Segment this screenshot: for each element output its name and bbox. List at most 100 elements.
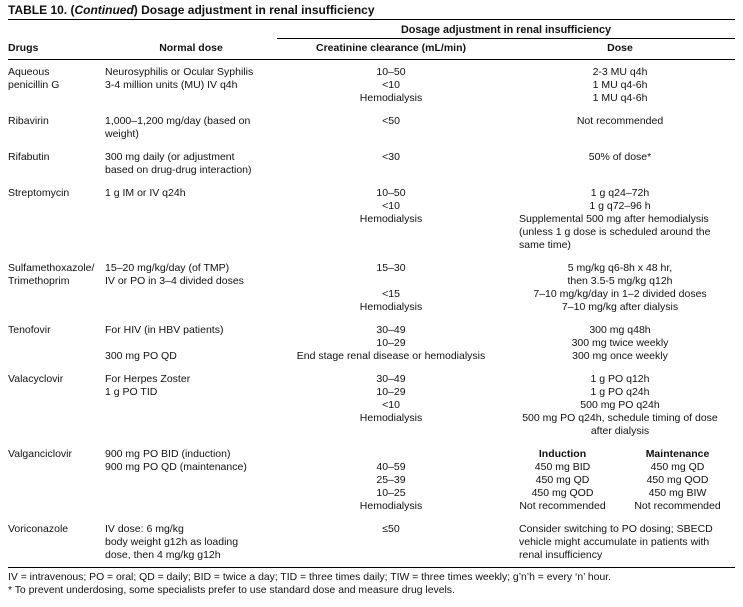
clearance-cell: 10–50 bbox=[376, 187, 406, 199]
clearance-cell: 30–49 bbox=[376, 324, 406, 336]
dose-cell: Supplemental 500 mg after hemodialysis bbox=[519, 213, 709, 225]
table-row: 10–29 300 mg twice weekly bbox=[8, 337, 735, 350]
table-row: Rifabutin 300 mg daily (or adjustment <30 5… bbox=[8, 141, 735, 164]
normal-dose-cell: 300 mg PO QD bbox=[105, 350, 177, 362]
dose-cell: (unless 1 g dose is scheduled around the bbox=[519, 226, 711, 238]
maintenance-value: 450 mg QOD bbox=[646, 474, 709, 486]
dose-cell: 1 MU q4-6h bbox=[592, 92, 648, 104]
table-row: Sulfamethoxazole/15–20 mg/kg/day (of TMP… bbox=[8, 252, 735, 275]
normal-dose-cell: IV or PO in 3–4 divided doses bbox=[105, 275, 244, 287]
normal-dose-cell: 900 mg PO BID (induction) bbox=[105, 448, 231, 460]
normal-dose-cell bbox=[105, 92, 277, 105]
dose-cell: vehicle might accumulate in patients wit… bbox=[519, 536, 710, 548]
normal-dose-cell: Neurosyphilis or Ocular Syphilis bbox=[105, 66, 254, 78]
table-row: body weight g12h as loading vehicle might… bbox=[8, 536, 735, 549]
clearance-cell bbox=[277, 164, 505, 177]
table-row: 900 mg PO QD (maintenance) 40–59 450 mg BI… bbox=[8, 461, 735, 474]
table-row: Streptomycin 1 g IM or IV q24h 10–50 1 g q2… bbox=[8, 177, 735, 200]
normal-dose-cell: 15–20 mg/kg/day (of TMP) bbox=[105, 262, 230, 274]
dose-cell: Consider switching to PO dosing; SBECD bbox=[519, 523, 713, 535]
table-row: <10 1 g q72–96 h bbox=[8, 200, 735, 213]
dose-cell bbox=[505, 128, 735, 141]
induction-value: Not recommended bbox=[519, 500, 606, 512]
clearance-cell: <10 bbox=[382, 79, 400, 91]
clearance-cell: 10–25 bbox=[376, 487, 406, 499]
dose-cell: then 3.5-5 mg/kg q12h bbox=[567, 275, 673, 287]
dose-cell: Induction Maintenance bbox=[505, 438, 735, 461]
normal-dose-cell bbox=[105, 200, 277, 213]
clearance-cell: <10 bbox=[382, 200, 400, 212]
dose-cell: 7–10 mg/kg/day in 1–2 divided doses bbox=[533, 288, 707, 300]
drug-cell bbox=[8, 128, 105, 141]
clearance-cell bbox=[277, 239, 505, 252]
normal-dose-cell: 900 mg PO QD (maintenance) bbox=[105, 461, 247, 473]
dose-cell: 450 mg BID 450 mg QD bbox=[505, 461, 735, 474]
drug-cell bbox=[8, 337, 105, 350]
table-title: TABLE 10. (Continued) Dosage adjustment … bbox=[8, 3, 735, 20]
table-row: Hemodialysis 7–10 mg/kg after dialysis bbox=[8, 301, 735, 314]
clearance-cell: Hemodialysis bbox=[359, 213, 423, 225]
dose-cell: 5 mg/kg q6-8h x 48 hr, bbox=[567, 262, 673, 274]
drug-cell bbox=[8, 461, 105, 474]
clearance-cell: 10–50 bbox=[376, 66, 406, 78]
clearance-cell: 25–39 bbox=[376, 474, 406, 486]
normal-dose-cell: based on drug-drug interaction) bbox=[105, 164, 252, 176]
clearance-cell: Hemodialysis bbox=[359, 92, 423, 104]
table-row: 25–39 450 mg QD 450 mg QOD bbox=[8, 474, 735, 487]
normal-dose-cell: 1 g PO TID bbox=[105, 386, 158, 398]
normal-dose-cell: body weight g12h as loading bbox=[105, 536, 239, 548]
drug-cell bbox=[8, 487, 105, 500]
drug-cell: penicillin G bbox=[8, 79, 60, 91]
normal-dose-cell: 300 mg daily (or adjustment bbox=[105, 151, 235, 163]
table-row: penicillin G 3-4 million units (MU) IV q4… bbox=[8, 79, 735, 92]
drug-cell bbox=[8, 549, 105, 562]
table-row: 1 g PO TID 10–29 1 g PO q24h bbox=[8, 386, 735, 399]
dose-cell: 1 MU q4-6h bbox=[592, 79, 648, 91]
dose-cell: Not recommended Not recommended bbox=[505, 500, 735, 513]
drug-cell bbox=[8, 386, 105, 399]
normal-dose-cell: 1 g IM or IV q24h bbox=[105, 187, 186, 199]
spanner-header: Dosage adjustment in renal insufficiency bbox=[277, 20, 735, 39]
table-row: after dialysis bbox=[8, 425, 735, 438]
dose-pair: 450 mg QOD 450 mg BIW bbox=[505, 487, 735, 500]
drug-cell: Rifabutin bbox=[8, 151, 50, 163]
table-row: Hemodialysis 1 MU q4-6h bbox=[8, 92, 735, 105]
dose-cell: 1 g PO q24h bbox=[590, 386, 650, 398]
normal-dose-cell: 1,000–1,200 mg/day (based on bbox=[105, 115, 251, 127]
table-row: weight) bbox=[8, 128, 735, 141]
drug-cell bbox=[8, 500, 105, 513]
drug-cell bbox=[8, 288, 105, 301]
clearance-cell: 10–29 bbox=[376, 386, 406, 398]
normal-dose-cell: IV dose: 6 mg/kg bbox=[105, 523, 184, 535]
drug-cell: Sulfamethoxazole/ bbox=[8, 262, 95, 274]
drug-cell bbox=[8, 350, 105, 363]
dose-cell: 450 mg QD 450 mg QOD bbox=[505, 474, 735, 487]
normal-dose-cell bbox=[105, 425, 277, 438]
normal-dose-cell bbox=[105, 399, 277, 412]
maintenance-value: Not recommended bbox=[634, 500, 721, 512]
normal-dose-cell: For HIV (in HBV patients) bbox=[105, 324, 224, 336]
clearance-cell: Hemodialysis bbox=[359, 412, 423, 424]
dose-cell: 1 g q72–96 h bbox=[589, 200, 651, 212]
dose-pair: Induction Maintenance bbox=[505, 448, 735, 461]
dosage-table: Dosage adjustment in renal insufficiency… bbox=[8, 20, 735, 562]
normal-dose-cell bbox=[105, 337, 277, 350]
drug-cell bbox=[8, 474, 105, 487]
dose-cell: 50% of dose* bbox=[588, 151, 652, 163]
normal-dose-cell bbox=[105, 474, 277, 487]
drug-cell: Voriconazole bbox=[8, 523, 69, 535]
dose-pair: Not recommended Not recommended bbox=[505, 500, 735, 513]
dose-pair: 450 mg QD 450 mg QOD bbox=[505, 474, 735, 487]
table-body: Aqueous Neurosyphilis or Ocular Syphilis 1… bbox=[8, 60, 735, 563]
drug-cell bbox=[8, 92, 105, 105]
table-row: Trimethoprim IV or PO in 3–4 divided dose… bbox=[8, 275, 735, 288]
table-row: Valganciclovir 900 mg PO BID (induction) I… bbox=[8, 438, 735, 461]
clearance-cell: <15 bbox=[382, 288, 400, 300]
footnote-asterisk: * To prevent underdosing, some specialis… bbox=[8, 585, 455, 596]
dose-cell: 500 mg PO q24h, schedule timing of dose bbox=[522, 412, 718, 424]
clearance-cell: End stage renal disease or hemodialysis bbox=[296, 350, 486, 362]
table-row: 10–25 450 mg QOD 450 mg BIW bbox=[8, 487, 735, 500]
col-header-dose: Dose bbox=[505, 38, 735, 60]
table-row: Hemodialysis Not recommended Not recommend… bbox=[8, 500, 735, 513]
normal-dose-cell bbox=[105, 239, 277, 252]
